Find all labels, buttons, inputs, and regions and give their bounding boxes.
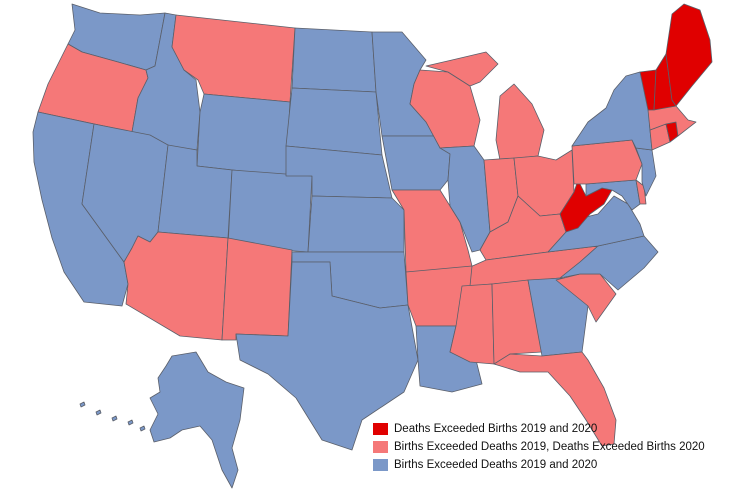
legend-item: Births Exceeded Deaths 2019 and 2020 [373,456,703,474]
state-new-york [571,71,653,151]
legend-item: Births Exceeded Deaths 2019, Deaths Exce… [373,438,705,456]
state-florida [493,351,617,447]
legend-swatch [373,423,388,435]
state-georgia [527,277,589,357]
state-north-dakota [291,27,377,93]
legend-swatch [373,441,388,453]
legend-item: Deaths Exceeded Births 2019 and 2020 [373,420,703,438]
legend: Deaths Exceeded Births 2019 and 2020 Bir… [373,420,705,474]
state-texas [235,261,419,451]
state-alaska [149,351,245,489]
state-arizona [123,231,229,341]
state-wyoming [196,93,291,177]
state-michigan [425,51,545,161]
state-maine [665,3,713,107]
legend-label: Births Exceeded Deaths 2019 and 2020 [394,459,598,471]
state-pennsylvania [571,139,643,185]
state-missouri [391,189,473,273]
aleutian-islands [79,401,146,432]
state-colorado [227,169,313,253]
state-kansas [307,195,405,253]
state-south-dakota [285,87,383,156]
state-massachusetts [647,105,697,137]
legend-label: Births Exceeded Deaths 2019, Deaths Exce… [394,441,705,453]
legend-label: Deaths Exceeded Births 2019 and 2020 [394,423,598,435]
state-new-mexico [221,237,293,341]
state-illinois [439,145,491,253]
state-north-carolina [559,235,659,291]
legend-swatch [373,459,388,471]
